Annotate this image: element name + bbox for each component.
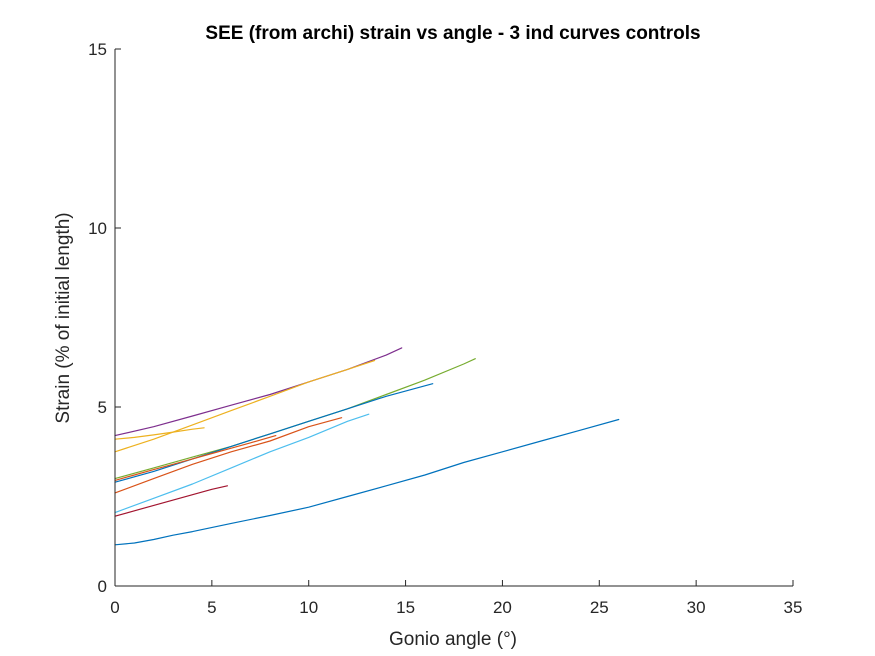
x-tick-label: 5: [207, 598, 216, 617]
x-tick-label: 25: [590, 598, 609, 617]
y-tick-label: 10: [88, 219, 107, 238]
y-tick-label: 0: [98, 577, 107, 596]
x-tick-label: 20: [493, 598, 512, 617]
series-line-3: [114, 427, 205, 440]
plot-lines: [114, 347, 620, 546]
y-tick-label: 15: [88, 40, 107, 59]
series-line-8: [114, 383, 434, 483]
chart-title: SEE (from archi) strain vs angle - 3 ind…: [205, 23, 700, 44]
axes: 0 5 10 15 20 25 30 35 0 5 10 15: [88, 40, 802, 617]
x-tick-label: 10: [299, 598, 318, 617]
series-line-6: [114, 413, 370, 514]
series-line-2: [114, 417, 343, 494]
y-tick-label: 5: [98, 398, 107, 417]
x-tick-label: 0: [110, 598, 119, 617]
x-axis-label: Gonio angle (°): [389, 629, 517, 650]
series-line-10: [114, 359, 376, 453]
series-line-7: [114, 485, 228, 517]
x-tick-label: 35: [784, 598, 803, 617]
series-line-9: [114, 435, 277, 481]
series-line-4: [114, 347, 403, 437]
x-tick-label: 15: [396, 598, 415, 617]
x-tick-label: 30: [687, 598, 706, 617]
series-line-1: [114, 418, 620, 546]
y-axis-label: Strain (% of initial length): [53, 212, 74, 423]
